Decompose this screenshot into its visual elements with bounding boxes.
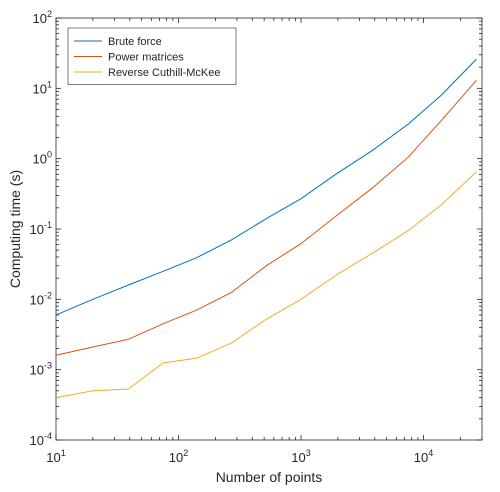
axis-ticks: 101 102 103 104 10-4 10-3 10-2 10-1 100 101 102 [30, 9, 483, 465]
series-line-power-matrices [55, 79, 477, 356]
legend-label-reverse-cuthill-mckee: Reverse Cuthill-McKee [108, 67, 220, 79]
legend-label-brute-force: Brute force [108, 36, 162, 48]
series-line-brute-force [55, 58, 477, 316]
y-tick-label: 101 [33, 79, 52, 96]
x-axis-label: Number of points [216, 469, 323, 485]
x-tick-label: 103 [291, 448, 310, 465]
series-line-reverse-cuthill-mckee [55, 171, 477, 399]
y-tick-label: 10-4 [30, 431, 52, 448]
x-tick-label: 104 [414, 448, 433, 465]
y-tick-label: 102 [33, 9, 52, 26]
series-lines [55, 58, 477, 399]
legend: Brute force Power matrices Reverse Cuthill… [67, 27, 237, 85]
x-tick-label: 102 [169, 448, 188, 465]
y-tick-label: 10-1 [30, 220, 52, 237]
legend-label-power-matrices: Power matrices [108, 52, 184, 64]
x-tick-label: 101 [46, 448, 65, 465]
y-tick-label: 10-3 [30, 361, 52, 378]
y-axis-label: Computing time (s) [7, 170, 23, 288]
y-tick-label: 100 [33, 150, 52, 167]
y-tick-label: 10-2 [30, 290, 52, 307]
